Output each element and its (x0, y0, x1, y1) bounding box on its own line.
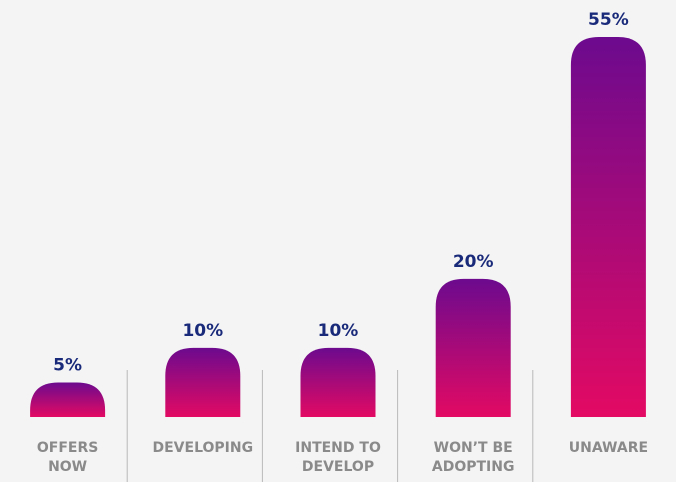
value-label: 20% (453, 252, 494, 272)
bar (30, 382, 106, 417)
category-label: OFFERS NOW (37, 440, 98, 475)
bars-layer (30, 37, 646, 417)
bar (300, 347, 376, 417)
value-label: 10% (182, 321, 223, 341)
category-label: DEVELOPING (153, 440, 254, 456)
bar (570, 37, 646, 417)
category-label: INTEND TO DEVELOP (295, 440, 381, 475)
bar (165, 347, 241, 417)
value-label: 55% (588, 10, 629, 30)
value-labels: 5% 10% 10% 20% 55% (53, 10, 629, 375)
category-label: WON’T BE ADOPTING (432, 440, 515, 475)
category-labels: OFFERS NOW DEVELOPING INTEND TO DEVELOP WON’T… (37, 440, 648, 475)
category-dividers (126, 370, 534, 482)
bar (435, 278, 511, 417)
category-label: UNAWARE (569, 440, 648, 456)
value-label: 10% (318, 321, 359, 341)
value-label: 5% (53, 355, 82, 375)
